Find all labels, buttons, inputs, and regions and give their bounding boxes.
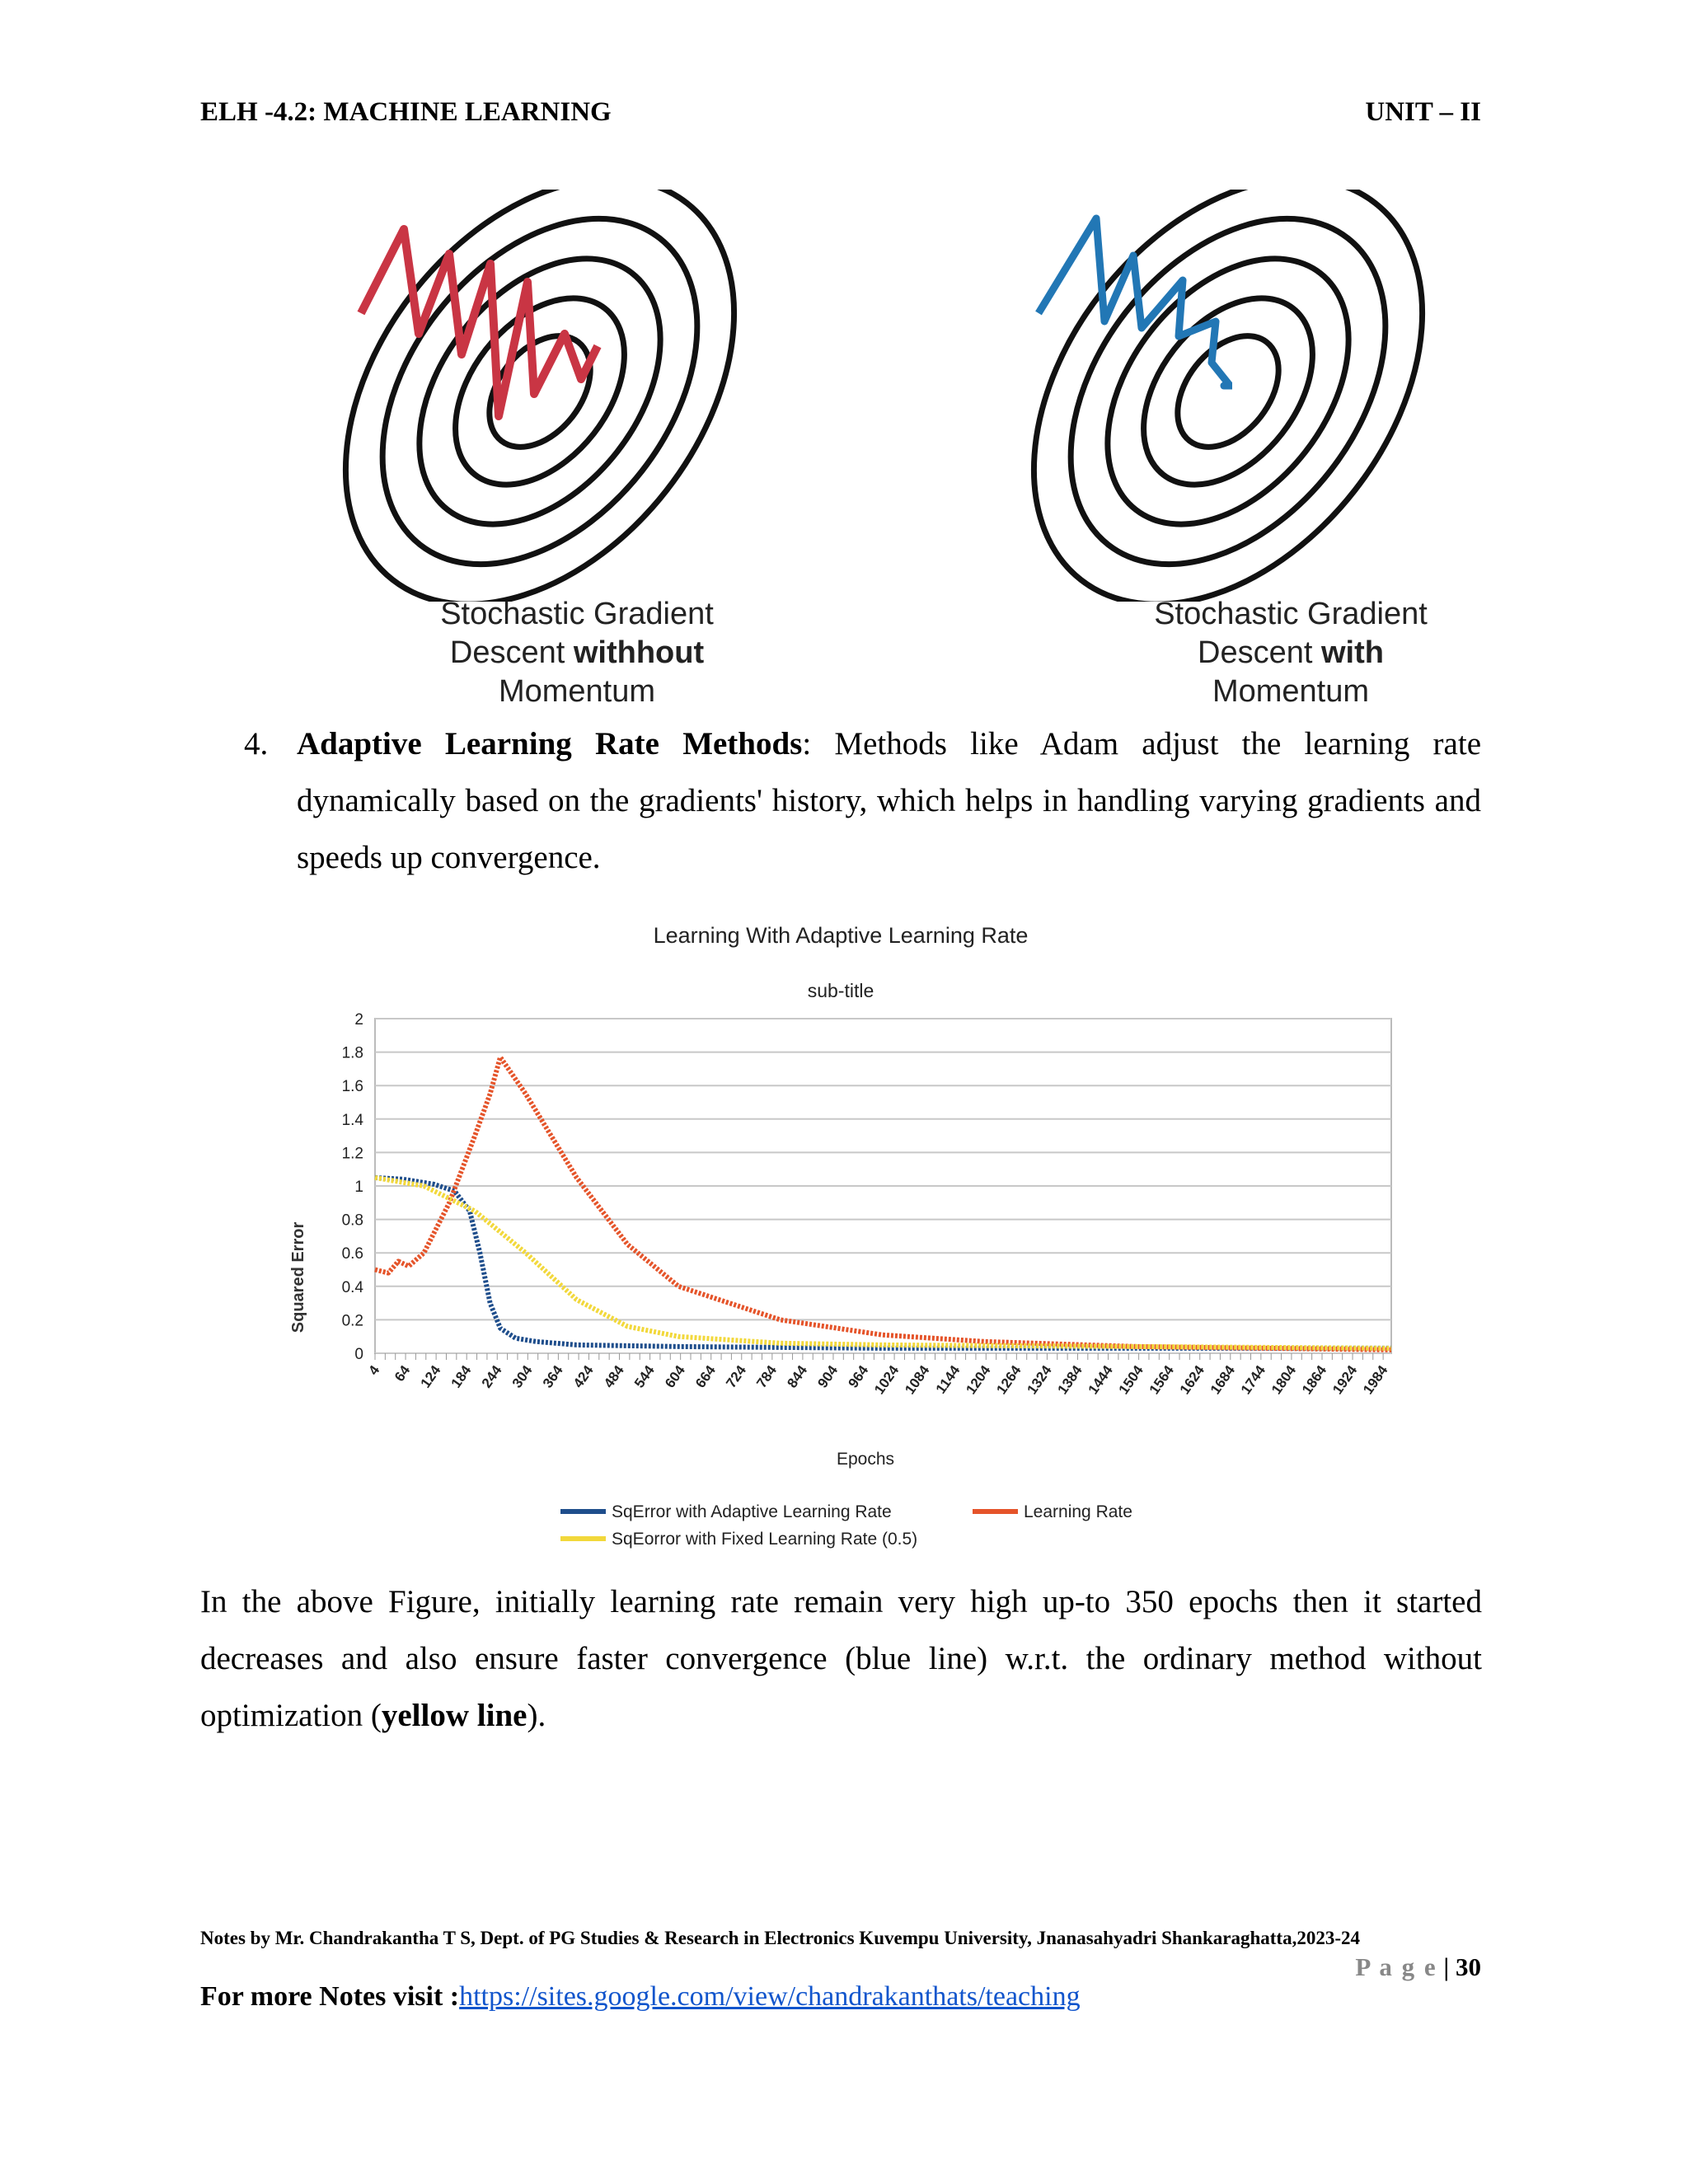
x-tick-label: 1144: [933, 1362, 964, 1397]
x-tick-label: 304: [509, 1362, 536, 1391]
caption-line: Stochastic Gradient: [440, 597, 714, 631]
caption-line: Momentum: [1212, 674, 1370, 709]
header-right: UNIT – II: [1365, 97, 1481, 127]
x-tick-label: 1564: [1146, 1362, 1178, 1397]
series-line-3: [374, 1174, 1392, 1351]
series-line-2: [374, 1054, 1392, 1352]
list-number: 4.: [244, 726, 269, 762]
caption-text: Descent: [449, 635, 574, 670]
footer-visit: For more Notes visit :https://sites.goog…: [200, 1981, 1081, 2013]
caption-text: Descent: [1198, 635, 1321, 670]
y-tick-label: 0.6: [342, 1245, 363, 1263]
y-tick-label: 1: [354, 1179, 363, 1196]
explanation-paragraph: In the above Figure, initially learning …: [200, 1573, 1482, 1744]
y-tick-label: 1.6: [342, 1078, 363, 1095]
x-tick-label: 244: [479, 1362, 505, 1391]
x-tick-label: 364: [540, 1362, 566, 1391]
page-number-block: P a g e | 30: [1355, 1952, 1481, 1982]
y-tick-label: 0.8: [342, 1212, 363, 1230]
x-tick-label: 1804: [1268, 1362, 1300, 1397]
paragraph-text: In the above Figure, initially learning …: [200, 1584, 1482, 1733]
x-tick-label: 184: [448, 1362, 475, 1391]
paragraph-end: ).: [527, 1698, 546, 1733]
x-tick-label: 1204: [963, 1362, 994, 1397]
chart-subtitle: sub-title: [808, 980, 874, 1001]
x-tick-label: 664: [692, 1362, 719, 1391]
x-tick-label: 604: [662, 1362, 688, 1391]
x-tick-label: 724: [723, 1362, 749, 1391]
caption-bold: withhout: [573, 635, 705, 670]
legend-label: Learning Rate: [1024, 1502, 1132, 1521]
x-tick-label: 1504: [1116, 1362, 1147, 1397]
caption-line: Descent withhout: [387, 634, 767, 673]
x-tick-label: 1324: [1024, 1362, 1055, 1397]
list-item-title: Adaptive Learning Rate Methods: [297, 726, 803, 762]
y-tick-label: 0.4: [342, 1279, 364, 1296]
x-tick-label: 1024: [871, 1362, 903, 1397]
visit-label: For more Notes visit :: [200, 1981, 460, 2012]
caption-bold: with: [1320, 635, 1384, 670]
x-tick-label: 1924: [1329, 1362, 1361, 1397]
notes-link[interactable]: https://sites.google.com/view/chandrakan…: [459, 1981, 1081, 2012]
caption-with-momentum: Stochastic Gradient Descent with Momentu…: [1101, 595, 1480, 711]
y-tick-label: 1.2: [342, 1145, 363, 1162]
chart-title: Learning With Adaptive Learning Rate: [654, 923, 1029, 948]
x-tick-label: 64: [392, 1362, 414, 1385]
page-label: P a g e: [1355, 1952, 1437, 1981]
x-tick-label: 904: [814, 1362, 841, 1391]
path-with-momentum: [1035, 214, 1232, 390]
x-tick-label: 784: [753, 1362, 780, 1391]
header-left: ELH -4.2: MACHINE LEARNING: [200, 97, 612, 127]
caption-line: Descent with: [1101, 634, 1480, 673]
x-tick-label: 424: [570, 1362, 597, 1391]
paragraph-bold: yellow line: [381, 1698, 528, 1733]
list-item-adaptive: Adaptive Learning Rate Methods: Methods …: [297, 715, 1481, 886]
x-tick-label: 1264: [993, 1362, 1025, 1397]
x-axis-label: Epochs: [837, 1450, 894, 1469]
legend-label: SqError with Adaptive Learning Rate: [612, 1502, 892, 1521]
x-tick-label: 1684: [1207, 1362, 1239, 1397]
x-tick-label: 964: [845, 1362, 871, 1391]
x-tick-label: 1384: [1054, 1362, 1085, 1397]
x-tick-label: 4: [365, 1362, 382, 1378]
y-tick-label: 0: [354, 1346, 363, 1363]
contour-with-momentum: [1030, 190, 1426, 602]
caption-line: Stochastic Gradient: [1154, 597, 1428, 631]
adaptive-learning-chart: Learning With Adaptive Learning Rate sub…: [289, 923, 1392, 1549]
legend-label: SqEorror with Fixed Learning Rate (0.5): [612, 1530, 917, 1549]
list-item-text: : Methods like Adam adjust the learning …: [297, 726, 1481, 875]
y-tick-label: 2: [354, 1011, 363, 1029]
x-tick-label: 1984: [1360, 1362, 1391, 1397]
x-tick-label: 1084: [902, 1362, 933, 1397]
caption-without-momentum: Stochastic Gradient Descent withhout Mom…: [387, 595, 767, 711]
y-tick-label: 0.2: [342, 1312, 363, 1329]
x-tick-label: 844: [784, 1362, 810, 1391]
y-axis-label: Squared Error: [289, 1222, 307, 1333]
page-number: | 30: [1443, 1952, 1481, 1981]
x-tick-label: 484: [601, 1362, 627, 1391]
zigzag-path-without-momentum: [357, 225, 602, 420]
momentum-figure: [342, 190, 1426, 602]
series-line-1: [374, 1174, 1391, 1351]
footer-notes: Notes by Mr. Chandrakantha T S, Dept. of…: [200, 1928, 1360, 1948]
x-tick-label: 124: [418, 1362, 444, 1391]
caption-line: Momentum: [498, 674, 656, 709]
x-tick-label: 1444: [1085, 1362, 1117, 1397]
y-tick-label: 1.4: [342, 1112, 364, 1129]
x-tick-label: 544: [631, 1362, 658, 1391]
x-tick-label: 1864: [1299, 1362, 1330, 1397]
x-tick-label: 1624: [1177, 1362, 1208, 1397]
x-tick-label: 1744: [1238, 1362, 1269, 1397]
y-tick-label: 1.8: [342, 1045, 363, 1062]
